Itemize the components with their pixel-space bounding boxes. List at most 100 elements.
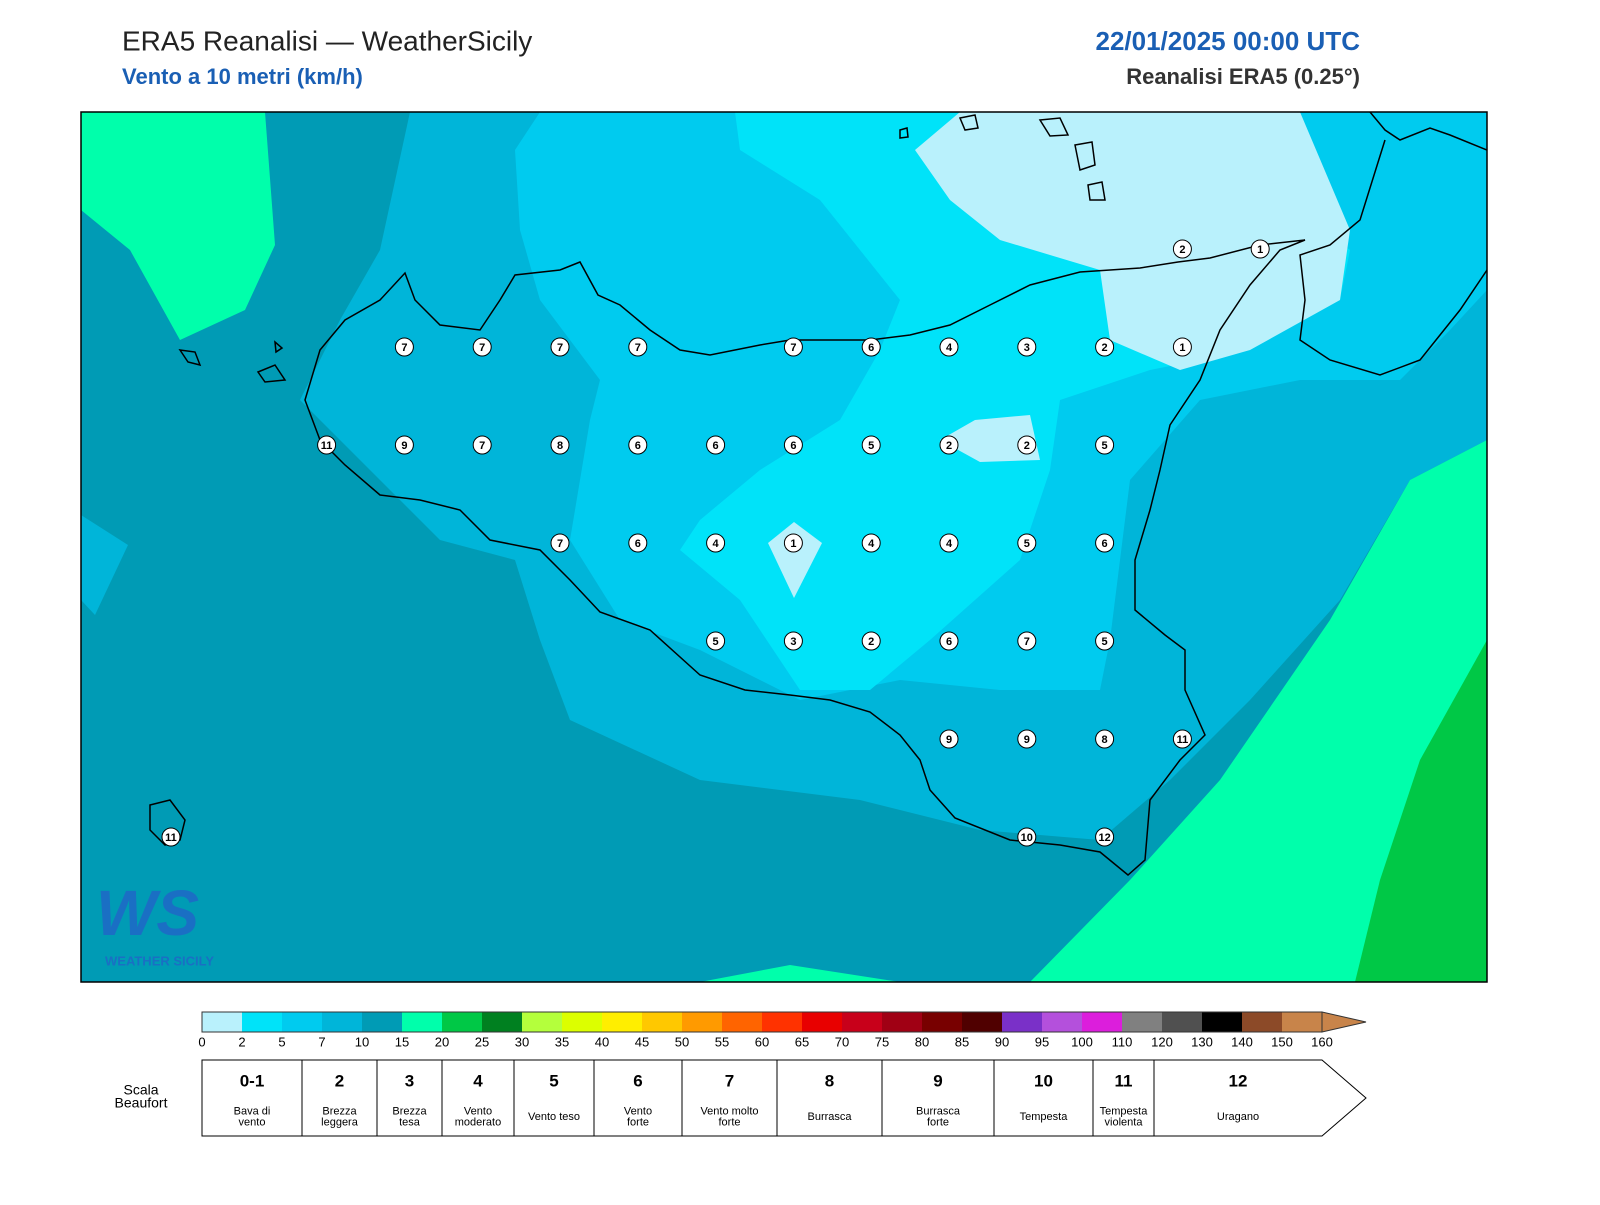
wind-value: 2	[1179, 244, 1185, 256]
beaufort-desc: Burrasca	[807, 1111, 852, 1123]
wind-value: 5	[1102, 440, 1108, 452]
wind-marker	[939, 631, 959, 651]
beaufort-desc: tesa	[399, 1116, 421, 1128]
wind-marker	[1250, 239, 1270, 259]
datetime: 22/01/2025 00:00 UTC	[1095, 26, 1360, 56]
colorbar-tick-label: 10	[355, 1034, 369, 1049]
wind-marker	[939, 729, 959, 749]
wind-value: 2	[946, 440, 952, 452]
wind-marker	[1017, 337, 1037, 357]
colorbar-tick-label: 65	[795, 1034, 809, 1049]
wind-marker	[1017, 435, 1037, 455]
colorbar-tick-label: 25	[475, 1034, 489, 1049]
wind-zone	[940, 415, 1040, 462]
wind-marker	[550, 337, 570, 357]
logo-text: WEATHER SICILY	[105, 953, 214, 968]
colorbar-segment	[282, 1012, 322, 1032]
wind-marker	[1095, 631, 1115, 651]
wind-value: 7	[557, 342, 563, 354]
wind-value: 9	[1024, 734, 1030, 746]
colorbar-segment	[402, 1012, 442, 1032]
colorbar-segment	[362, 1012, 402, 1032]
coastlines	[149, 112, 1487, 876]
beaufort-desc: forte	[627, 1116, 649, 1128]
colorbar-segment	[722, 1012, 762, 1032]
colorbar-tick-label: 15	[395, 1034, 409, 1049]
subtitle: Vento a 10 metri (km/h)	[122, 64, 363, 89]
colorbar-tick-label: 30	[515, 1034, 529, 1049]
beaufort-desc: Uragano	[1217, 1111, 1259, 1123]
colorbar-segment	[562, 1012, 602, 1032]
colorbar-tick-label: 140	[1231, 1034, 1253, 1049]
wind-value: 8	[557, 440, 563, 452]
colorbar-tick-label: 85	[955, 1034, 969, 1049]
wind-marker	[550, 435, 570, 455]
wind-value: 7	[790, 342, 796, 354]
wind-value: 6	[635, 440, 641, 452]
wind-value: 6	[635, 538, 641, 550]
wind-value: 6	[946, 636, 952, 648]
beaufort-desc: Vento teso	[528, 1111, 580, 1123]
beaufort-force: 2	[335, 1071, 344, 1090]
wind-marker	[706, 631, 726, 651]
beaufort-desc: violenta	[1105, 1116, 1144, 1128]
colorbar-segment	[1162, 1012, 1202, 1032]
wind-value: 10	[1021, 832, 1033, 844]
wind-marker	[394, 337, 414, 357]
beaufort-desc: moderato	[455, 1116, 501, 1128]
wind-marker	[628, 533, 648, 553]
wind-zone	[700, 965, 900, 982]
wind-marker	[472, 435, 492, 455]
wind-value: 2	[868, 636, 874, 648]
colorbar-segment	[322, 1012, 362, 1032]
wind-marker	[783, 631, 803, 651]
colorbar-tick-label: 130	[1191, 1034, 1213, 1049]
wind-zone	[81, 112, 275, 340]
wind-marker	[706, 533, 726, 553]
wind-marker	[783, 533, 803, 553]
wind-value: 3	[1024, 342, 1030, 354]
beaufort-desc: Tempesta	[1100, 1105, 1149, 1117]
wind-marker	[394, 435, 414, 455]
wind-zone	[1030, 440, 1487, 982]
wind-value: 9	[946, 734, 952, 746]
beaufort-label: Scala	[123, 1082, 158, 1098]
island	[178, 340, 287, 383]
wind-value: 4	[868, 538, 875, 550]
wind-marker	[861, 631, 881, 651]
colorbar-tick-label: 160	[1311, 1034, 1333, 1049]
beaufort-force: 5	[549, 1071, 558, 1090]
wind-marker	[161, 827, 181, 847]
wind-marker	[861, 435, 881, 455]
colorbar-segment	[1202, 1012, 1242, 1032]
beaufort-desc: Brezza	[392, 1105, 427, 1117]
sicily	[304, 239, 1306, 876]
colorbar-segment	[202, 1012, 242, 1032]
colorbar-tick-label: 20	[435, 1034, 449, 1049]
wind-value: 3	[790, 636, 796, 648]
colorbar-tick-label: 90	[995, 1034, 1009, 1049]
wind-zone	[768, 522, 822, 598]
wind-value: 11	[321, 440, 333, 452]
wind-value: 7	[557, 538, 563, 550]
colorbar-segment	[242, 1012, 282, 1032]
wind-value: 2	[1024, 440, 1030, 452]
beaufort-force: 3	[405, 1071, 414, 1090]
wind-marker	[628, 435, 648, 455]
wind-marker	[472, 337, 492, 357]
wind-value: 12	[1098, 832, 1110, 844]
beaufort-desc: Burrasca	[916, 1105, 961, 1117]
colorbar-tick-label: 40	[595, 1034, 609, 1049]
wind-value: 7	[1024, 636, 1030, 648]
wind-value: 4	[713, 538, 720, 550]
wind-points: 2 17 7 7 7 7 6 4 3 2 111 9 7 8 6 6 6 5 2 2 57 6 4 1 4 4 5 65 3 2 6 7 59 9…	[161, 239, 1270, 847]
beaufort-label: Beaufort	[115, 1095, 168, 1111]
wind-value: 2	[1102, 342, 1108, 354]
wind-zone	[915, 112, 1350, 370]
source: Reanalisi ERA5 (0.25°)	[1126, 64, 1360, 89]
wind-marker	[1017, 729, 1037, 749]
colorbar-segment	[802, 1012, 842, 1032]
wind-marker	[1095, 435, 1115, 455]
